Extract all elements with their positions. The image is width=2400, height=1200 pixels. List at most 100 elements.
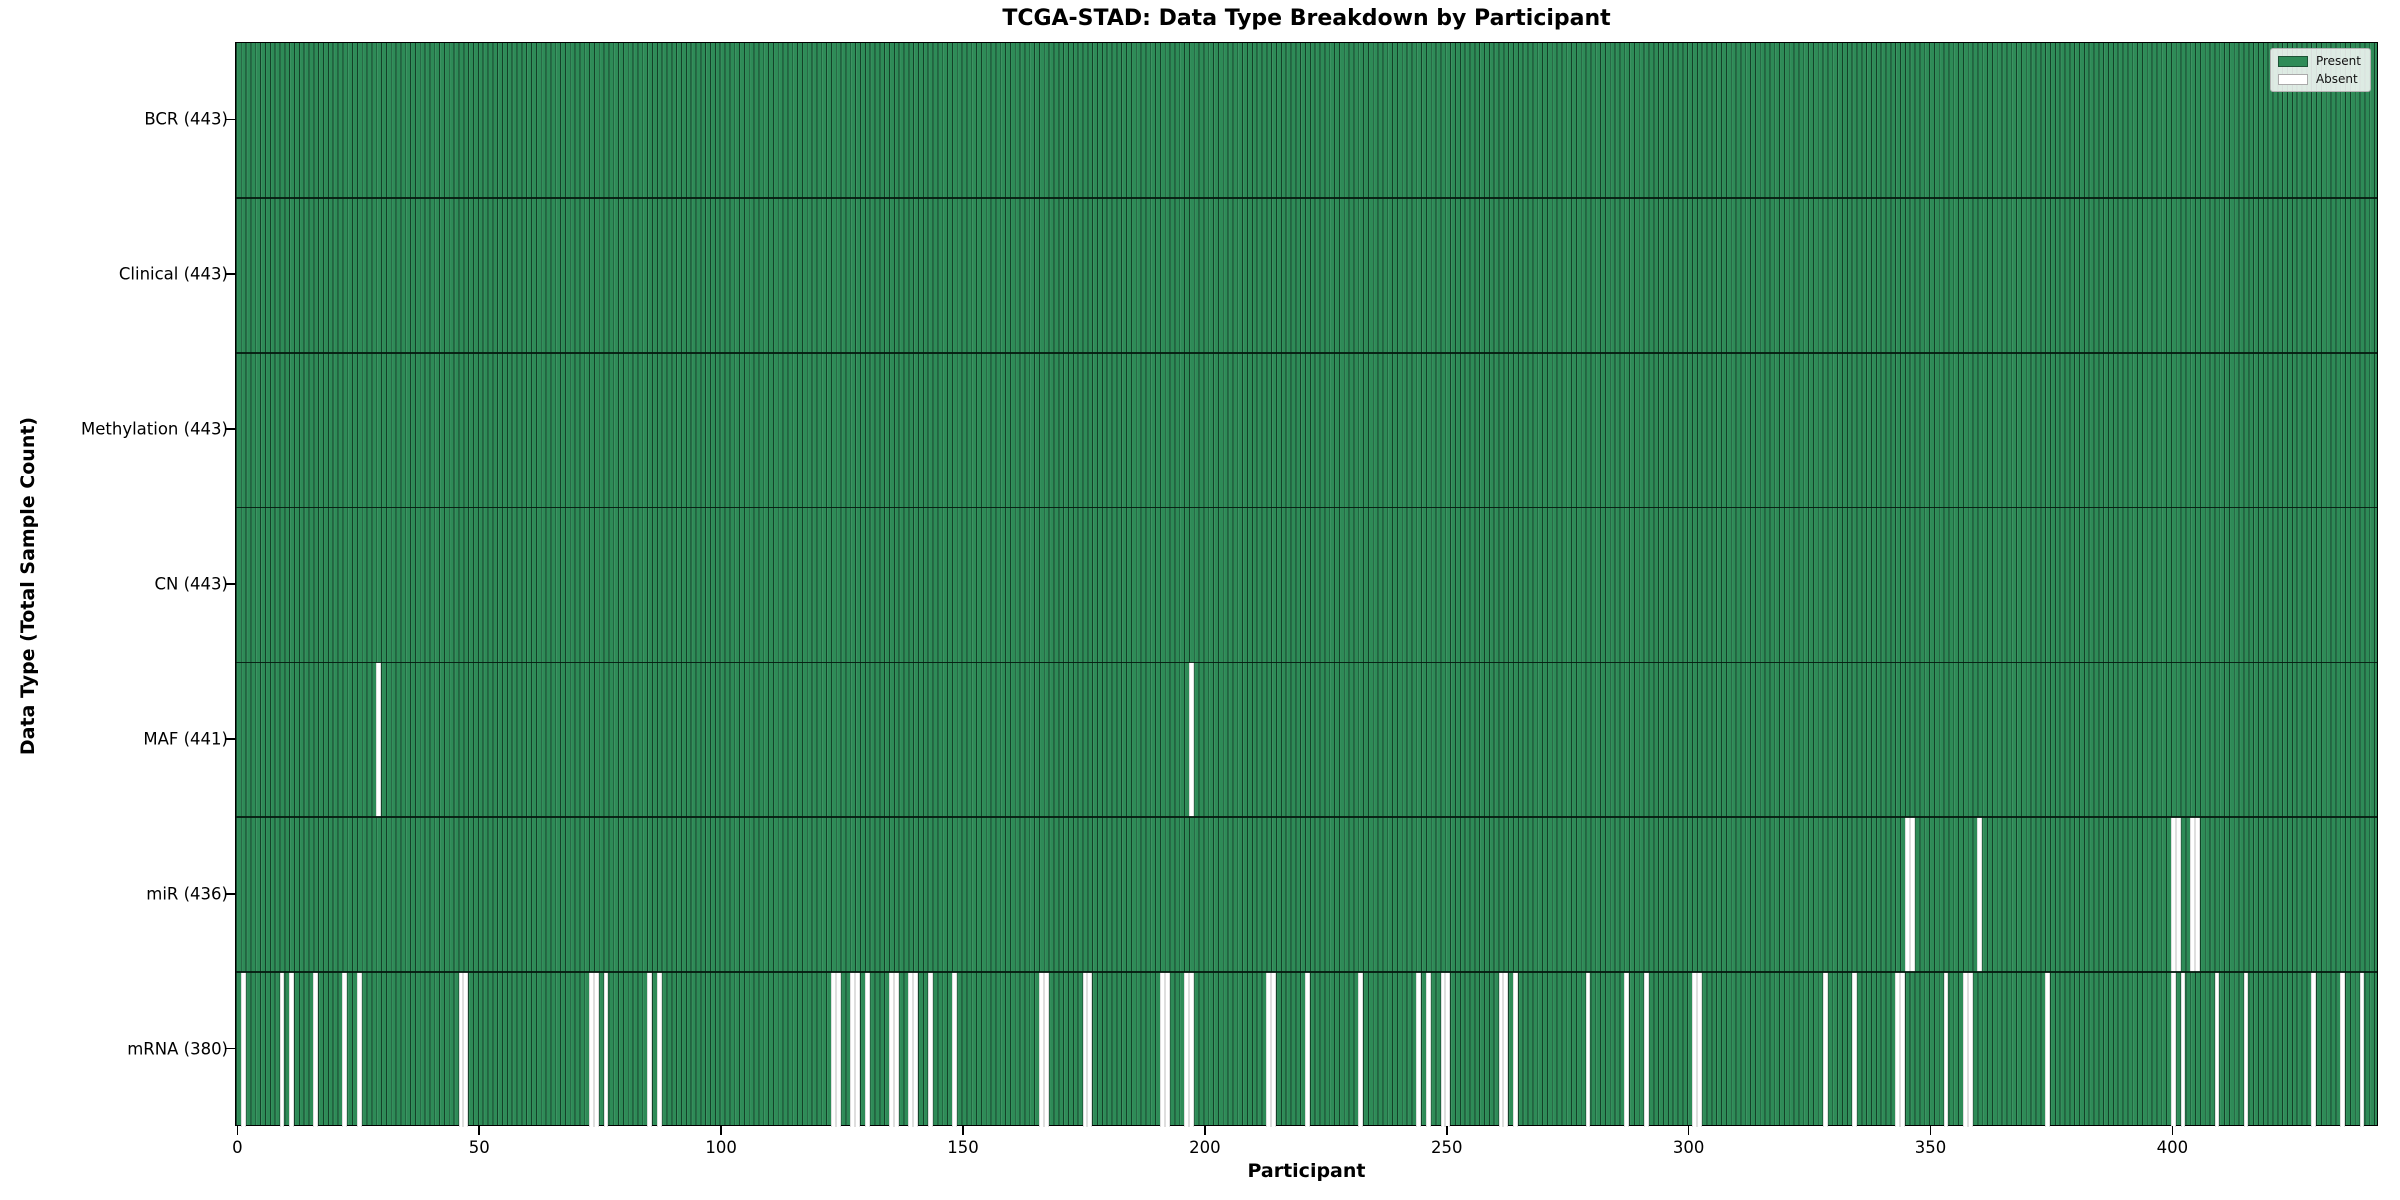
present-bars-striping: [236, 43, 2377, 1125]
x-tick-label-200: 200: [1189, 1138, 1221, 1157]
y-tick-mark: [226, 1047, 235, 1050]
absent-bar-mRNA-139: [908, 972, 914, 1127]
absent-bar-mRNA-9: [279, 972, 285, 1127]
y-tick-mark: [226, 428, 235, 430]
absent-bar-mRNA-46: [458, 972, 464, 1127]
absent-bar-mRNA-287: [1624, 972, 1630, 1127]
y-axis-title: Data Type (Total Sample Count): [17, 416, 39, 756]
x-tick-label-150: 150: [947, 1138, 979, 1157]
absent-bar-mRNA-175: [1082, 972, 1088, 1127]
absent-bar-mRNA-302: [1696, 972, 1702, 1127]
y-tick-mark: [226, 583, 235, 585]
row-separator: [236, 661, 2377, 664]
absent-bar-mRNA-244: [1416, 972, 1422, 1127]
absent-bar-miR-400: [2170, 817, 2176, 973]
absent-bar-mRNA-167: [1043, 972, 1049, 1127]
absent-bar-mRNA-135: [889, 972, 894, 1127]
x-axis-title: Participant: [1247, 1160, 1366, 1182]
legend-swatch-absent: [2277, 73, 2308, 85]
absent-bar-mRNA-261: [1498, 972, 1504, 1127]
x-tick-label-50: 50: [468, 1138, 490, 1157]
x-tick-mark: [478, 1126, 481, 1135]
x-tick-label-350: 350: [1914, 1138, 1947, 1157]
absent-bar-mRNA-176: [1087, 972, 1093, 1127]
row-separator: [236, 506, 2377, 509]
absent-bar-mRNA-343: [1895, 972, 1901, 1127]
absent-bar-mRNA-192: [1164, 972, 1170, 1127]
x-tick-label-100: 100: [705, 1138, 737, 1157]
absent-bar-mRNA-1: [240, 972, 246, 1127]
absent-bar-mRNA-429: [2311, 972, 2317, 1127]
absent-bar-mRNA-25: [356, 972, 362, 1127]
absent-bar-MAF-197: [1188, 662, 1194, 818]
absent-bar-mRNA-409: [2214, 972, 2220, 1127]
absent-bar-mRNA-328: [1822, 972, 1828, 1127]
absent-bar-mRNA-16: [313, 972, 319, 1127]
chart-title: TCGA-STAD: Data Type Breakdown by Partic…: [1002, 6, 1611, 31]
absent-bar-mRNA-124: [835, 972, 841, 1127]
y-tick-mark: [226, 892, 235, 895]
absent-bar-mRNA-279: [1585, 972, 1591, 1127]
row-separator: [236, 816, 2377, 819]
absent-bar-mRNA-353: [1943, 972, 1949, 1127]
absent-bar-mRNA-262: [1503, 972, 1509, 1127]
y-tick-label-MAF: MAF (441): [143, 729, 228, 749]
absent-bar-mRNA-213: [1266, 972, 1272, 1127]
absent-bar-mRNA-358: [1967, 972, 1973, 1127]
x-tick-label-400: 400: [2156, 1138, 2189, 1157]
absent-bar-mRNA-400: [2170, 972, 2176, 1127]
y-tick-label-CN: CN (443): [154, 574, 228, 594]
legend-swatch-present: [2277, 55, 2308, 67]
absent-bar-mRNA-11: [289, 972, 295, 1127]
absent-bar-mRNA-166: [1039, 972, 1044, 1127]
absent-bar-mRNA-73: [589, 972, 594, 1127]
x-tick-label-0: 0: [232, 1138, 243, 1157]
absent-bar-miR-346: [1909, 817, 1915, 973]
x-tick-mark: [1687, 1126, 1690, 1135]
x-tick-mark: [962, 1126, 964, 1135]
absent-bar-miR-405: [2195, 817, 2200, 973]
y-tick-mark: [226, 118, 235, 121]
absent-bar-mRNA-402: [2180, 972, 2186, 1127]
absent-bar-mRNA-85: [647, 972, 652, 1127]
legend-label: Absent: [2315, 72, 2358, 86]
absent-bar-miR-404: [2190, 817, 2196, 973]
absent-bar-mRNA-246: [1426, 972, 1431, 1127]
absent-bar-MAF-29: [376, 662, 382, 818]
absent-bar-mRNA-334: [1851, 972, 1857, 1127]
absent-bar-mRNA-87: [656, 972, 662, 1127]
absent-bar-mRNA-196: [1184, 972, 1189, 1127]
x-tick-mark: [2171, 1126, 2174, 1135]
absent-bar-mRNA-76: [603, 972, 609, 1127]
legend-label: Present: [2315, 54, 2361, 68]
absent-bar-mRNA-435: [2340, 972, 2346, 1127]
y-tick-label-mRNA: mRNA (380): [127, 1039, 228, 1059]
absent-bar-mRNA-123: [831, 972, 836, 1127]
absent-bar-mRNA-214: [1271, 972, 1277, 1127]
y-tick-mark: [226, 738, 235, 740]
absent-bar-mRNA-74: [593, 972, 599, 1127]
absent-bar-mRNA-130: [864, 972, 870, 1127]
x-tick-label-300: 300: [1672, 1138, 1705, 1157]
row-separator: [236, 351, 2377, 354]
absent-bar-mRNA-191: [1159, 972, 1165, 1127]
x-tick-mark: [1445, 1126, 1448, 1135]
absent-bar-mRNA-197: [1188, 972, 1194, 1127]
absent-bar-mRNA-301: [1692, 972, 1697, 1127]
row-separator: [236, 971, 2377, 973]
absent-bar-mRNA-143: [927, 972, 933, 1127]
absent-bar-mRNA-232: [1358, 972, 1364, 1127]
y-tick-label-Methylation: Methylation (443): [81, 419, 228, 439]
absent-bar-mRNA-344: [1900, 972, 1905, 1127]
y-tick-label-miR: miR (436): [146, 884, 228, 904]
absent-bar-mRNA-264: [1513, 972, 1518, 1127]
absent-bar-mRNA-250: [1445, 972, 1451, 1127]
x-tick-mark: [1204, 1126, 1206, 1135]
absent-bar-mRNA-127: [850, 972, 856, 1127]
absent-bar-mRNA-22: [342, 972, 348, 1127]
absent-bar-mRNA-357: [1962, 972, 1968, 1127]
y-tick-label-BCR: BCR (443): [144, 109, 228, 129]
absent-bar-mRNA-291: [1643, 972, 1649, 1127]
absent-bar-mRNA-221: [1305, 972, 1310, 1127]
absent-bar-mRNA-249: [1440, 972, 1446, 1127]
